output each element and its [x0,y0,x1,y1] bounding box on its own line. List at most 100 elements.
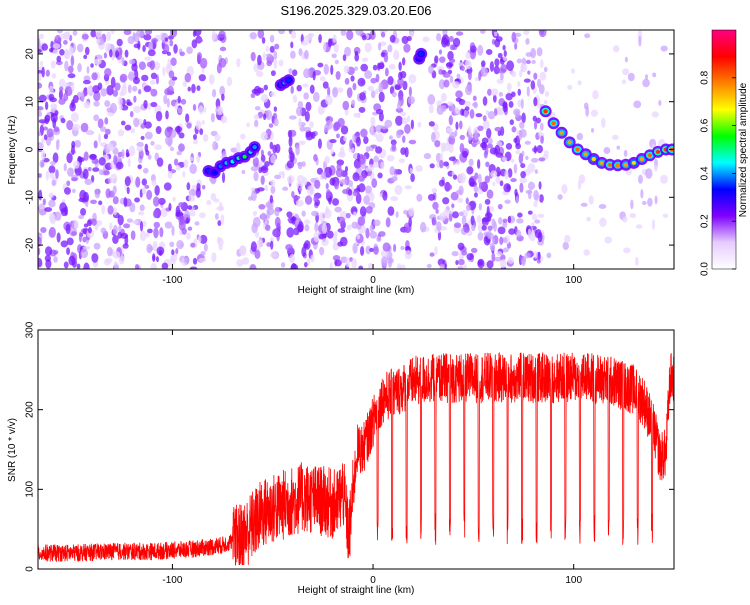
spectrogram-noise-blob [530,157,539,163]
spectrogram-noise-blob [93,114,100,122]
spectrogram-noise-blob [266,242,272,247]
spectrogram-noise-blob [45,259,52,269]
spectrogram-noise-blob [486,189,494,199]
spectrogram-noise-blob [98,200,103,206]
spectrogram-noise-blob [38,232,43,237]
spectrogram-noise-blob [71,231,78,236]
spectrogram-noise-blob [449,44,456,51]
spectrogram-noise-blob [506,60,515,71]
spectrogram-noise-blob [623,149,628,157]
spectrogram-noise-blob [353,158,362,170]
spectrogram-noise-blob [307,185,315,196]
spectrogram-noise-blob [519,121,525,129]
spectrogram-noise-blob [199,234,208,244]
spectrogram-noise-blob [274,174,282,180]
spectrogram-noise-blob [103,259,111,266]
spectrogram-noise-blob [408,139,417,145]
spectrogram-y-label: Frequency (Hz) [7,116,18,185]
spectrogram-noise-blob [312,71,316,81]
spectrogram-noise-blob [196,155,201,164]
spectrogram-noise-blob [255,70,264,78]
spectrogram-noise-blob [408,86,412,97]
spectrogram-noise-blob [268,123,274,128]
spectrogram-noise-blob [290,50,296,59]
spectrogram-noise-blob [292,94,298,103]
spectrogram-noise-blob [185,113,190,123]
spectrogram-noise-blob [358,183,366,193]
spectrogram-noise-blob [198,74,206,82]
spectrogram-noise-blob [156,157,164,167]
spectrogram-noise-blob [616,145,621,150]
spectrogram-noise-blob [530,80,536,90]
spectrogram-noise-blob [180,98,187,105]
spectrogram-noise-blob [394,84,401,91]
spectrogram-feature-core [242,154,247,159]
spectrogram-noise-blob [360,128,368,138]
spectrogram-noise-blob [91,72,98,81]
spectrogram-noise-blob [60,117,66,124]
spectrogram-noise-blob [497,52,503,59]
spectrogram-noise-blob [621,79,627,85]
spectrogram-noise-blob [331,53,337,59]
spectrogram-noise-blob [94,58,102,65]
spectrogram-noise-blob [561,184,568,194]
spectrogram-noise-blob [240,133,246,140]
spectrogram-x-tick-label: 100 [565,275,582,286]
spectrogram-noise-blob [364,42,372,53]
spectrogram-noise-blob [316,167,324,175]
spectrogram-noise-blob [152,196,160,207]
spectrogram-noise-blob [290,30,297,39]
spectrogram-noise-blob [520,98,524,109]
spectrogram-noise-blob [166,98,170,108]
spectrogram-noise-blob [169,39,174,47]
spectrogram-noise-blob [38,236,42,247]
spectrogram-noise-blob [250,93,256,99]
spectrogram-noise-blob [399,264,406,269]
spectrogram-noise-blob [536,47,543,57]
spectrogram-noise-blob [335,168,344,178]
spectrogram-noise-blob [304,195,313,205]
spectrogram-noise-blob [300,40,309,46]
spectrogram-noise-blob [459,134,466,140]
spectrogram-noise-blob [112,185,117,195]
spectrogram-noise-blob [330,148,334,155]
spectrogram-noise-blob [313,231,320,243]
spectrogram-noise-blob [141,74,149,82]
spectrogram-noise-blob [378,82,384,94]
spectrogram-noise-blob [59,48,65,56]
spectrogram-noise-blob [153,61,161,71]
spectrogram-noise-blob [445,62,454,68]
spectrogram-noise-blob [289,254,295,263]
spectrogram-noise-blob [470,247,478,253]
spectrogram-noise-blob [51,179,56,187]
spectrogram-noise-blob [138,149,144,160]
spectrogram-noise-blob [296,84,302,92]
spectrogram-noise-blob [436,221,442,232]
spectrogram-noise-blob [147,102,152,110]
spectrogram-noise-blob [38,110,43,117]
spectrogram-noise-blob [265,109,273,121]
spectrogram-noise-blob [303,68,311,79]
spectrogram-noise-blob [72,30,78,36]
snr-y-tick-label: 200 [25,401,36,418]
spectrogram-noise-blob [387,44,393,53]
spectrogram-noise-blob [325,182,329,190]
spectrogram-noise-blob [350,75,355,82]
spectrogram-noise-blob [571,68,575,74]
spectrogram-noise-blob [361,57,369,62]
spectrogram-noise-blob [147,154,152,160]
spectrogram-noise-blob [517,88,522,96]
spectrogram-noise-blob [154,144,162,151]
spectrogram-noise-blob [64,187,71,195]
spectrogram-noise-blob [97,133,102,144]
spectrogram-noise-blob [654,164,658,172]
spectrogram-noise-blob [645,168,653,179]
spectrogram-noise-blob [397,77,404,86]
spectrogram-noise-blob [121,57,125,66]
spectrogram-noise-blob [472,95,477,101]
spectrogram-noise-blob [343,65,350,74]
spectrogram-noise-blob [388,63,396,70]
spectrogram-noise-blob [318,34,322,44]
spectrogram-noise-blob [236,259,244,267]
spectrogram-noise-blob [382,242,391,252]
